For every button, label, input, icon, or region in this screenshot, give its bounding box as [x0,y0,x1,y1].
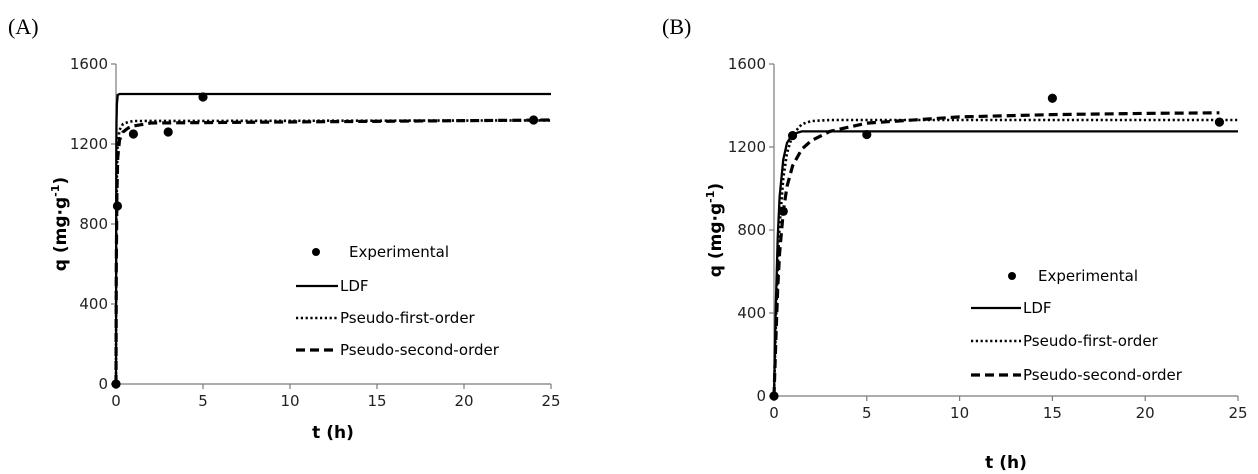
y-tick-label: 1600 [728,55,766,73]
ldf-line [772,130,1238,397]
legend-label: Pseudo-first-order [340,309,476,327]
legend-label: LDF [1023,299,1052,317]
x-tick-label: 0 [769,404,779,422]
legend-marker-experimental [1008,272,1016,280]
experimental-point [128,129,138,139]
x-tick-label: 10 [950,404,969,422]
x-tick-label: 10 [280,392,299,410]
y-axis-title-close: ) [706,183,726,191]
x-tick-label: 15 [367,392,386,410]
legend-label: Experimental [1038,267,1138,285]
chart-panel-b: (B) 0 400 800 1200 1600 0 5 10 15 20 25 t (h) q (mg·g… [662,14,1248,473]
y-tick-label: 800 [737,221,766,239]
x-tick-label: 25 [541,392,560,410]
y-axis-title: q (mg·g-1) [49,177,71,271]
legend-label: Pseudo-second-order [340,341,500,359]
y-axis-title-main: q (mg·g [51,197,71,271]
legend-label: LDF [340,277,369,295]
legend-label: Experimental [349,243,449,261]
y-tick-label: 1200 [728,138,766,156]
experimental-point [1047,93,1057,103]
legend-marker-experimental [312,248,320,256]
pseudo-second-order-line [114,118,552,385]
legend-label: Pseudo-first-order [1023,332,1159,350]
chart-panel-a: (A) 0 400 800 1200 1600 0 5 10 15 20 25 t (h) q (mg·g… [8,14,561,443]
x-tick-label: 5 [198,392,208,410]
y-tick-label: 0 [98,375,108,393]
x-tick-label: 5 [862,404,872,422]
x-axis-title: t (h) [985,453,1027,473]
pseudo-second-order-line [772,111,1220,397]
pseudo-first-order-line [114,119,552,385]
x-axis-title: t (h) [312,423,354,443]
x-tick-label: 20 [454,392,473,410]
x-tick-label: 25 [1228,404,1247,422]
y-axis-title-main: q (mg·g [706,203,726,277]
x-tick-label: 20 [1136,404,1155,422]
y-tick-label: 1600 [70,55,108,73]
y-axis-title-sup: -1 [49,185,62,197]
pseudo-first-order-line [772,118,1238,397]
legend: Experimental LDF Pseudo-first-order Pseudo-… [971,267,1183,384]
x-tick-label: 15 [1043,404,1062,422]
y-tick-label: 400 [79,295,108,313]
x-tick-label: 0 [111,392,121,410]
y-tick-label: 1200 [70,135,108,153]
legend: Experimental LDF Pseudo-first-order Pseudo-… [296,243,500,359]
legend-label: Pseudo-second-order [1023,366,1183,384]
experimental-point [163,127,173,137]
y-tick-label: 400 [737,304,766,322]
y-tick-label: 800 [79,215,108,233]
y-axis-title-sup: -1 [704,191,717,203]
y-tick-label: 0 [756,387,766,405]
y-axis-title: q (mg·g-1) [704,183,726,277]
panel-label: (B) [662,14,691,39]
y-axis-title-close: ) [51,177,71,185]
panel-label: (A) [8,14,39,39]
